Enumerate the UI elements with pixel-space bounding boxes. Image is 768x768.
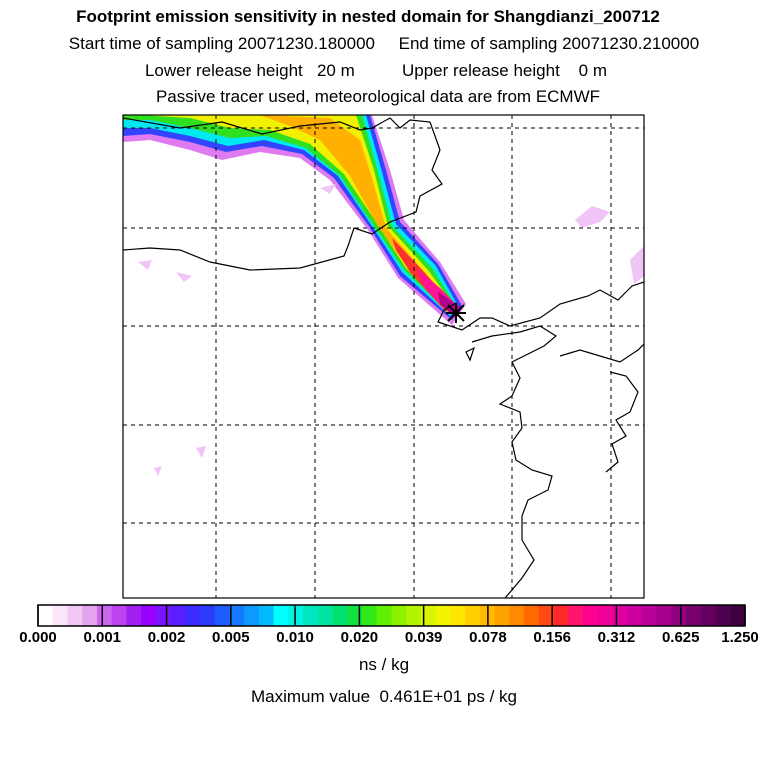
- colorbar-swatch: [509, 605, 525, 626]
- coastline: [437, 281, 644, 331]
- sensitivity-patch: [138, 260, 152, 270]
- colorbar-swatch: [406, 605, 422, 626]
- colorbar-swatch: [538, 605, 555, 626]
- coastline: [605, 371, 639, 473]
- colorbar-swatch: [258, 605, 275, 626]
- colorbar-swatch: [141, 605, 157, 626]
- tracer-info: Passive tracer used, meteorological data…: [155, 87, 601, 106]
- colorbar-frame: [37, 604, 746, 627]
- colorbar-swatch: [185, 605, 201, 626]
- colorbar-swatch: [597, 605, 613, 626]
- colorbar-tick-label: 0.005: [212, 629, 250, 646]
- colorbar-swatch: [288, 605, 304, 626]
- colorbar-swatch: [347, 605, 363, 626]
- colorbar-tick-label: 0.039: [404, 629, 443, 646]
- lat-lon-grid: [123, 115, 644, 598]
- colorbar-tick-label: 0.002: [147, 629, 186, 646]
- coastline: [471, 325, 558, 598]
- map-frame: [122, 114, 645, 599]
- colorbar-swatch: [641, 605, 658, 626]
- footprint-plume: [123, 115, 644, 476]
- colorbar-tick-label: 0.001: [83, 629, 122, 646]
- colorbar-swatch: [155, 605, 172, 626]
- coastline: [123, 117, 443, 271]
- plot-title: Footprint emission sensitivity in nested…: [76, 7, 660, 26]
- colorbar-swatch: [612, 605, 628, 626]
- colorbar-swatch: [376, 605, 392, 626]
- colorbar-swatch: [126, 605, 142, 626]
- colorbar-swatch: [730, 605, 746, 626]
- colorbar-tick-label: 0.020: [340, 629, 379, 646]
- colorbar-swatch: [671, 605, 687, 626]
- colorbar-swatch: [494, 605, 510, 626]
- sensitivity-patch: [630, 246, 644, 284]
- colorbar-swatch: [700, 605, 717, 626]
- sampling-times: Start time of sampling 20071230.180000 E…: [68, 34, 700, 53]
- colorbar-tick-label: 1.250: [721, 629, 759, 646]
- colorbar-swatch: [200, 605, 216, 626]
- colorbar-swatch: [391, 605, 407, 626]
- colorbar-tick-label: 0.078: [469, 629, 507, 646]
- sensitivity-patch: [176, 272, 192, 282]
- colorbar-swatch: [568, 605, 584, 626]
- colorbar-swatch: [420, 605, 437, 626]
- coastline: [559, 343, 644, 363]
- colorbar-swatch: [52, 605, 68, 626]
- colorbar-swatch: [362, 605, 378, 626]
- colorbar-swatch: [465, 605, 481, 626]
- colorbar-swatch: [244, 605, 260, 626]
- sensitivity-patch: [154, 466, 162, 476]
- colorbar-swatch: [435, 605, 451, 626]
- sensitivity-patch: [196, 446, 206, 458]
- colorbar: [37, 604, 746, 627]
- plume-layer-green: [123, 115, 456, 314]
- colorbar-tick-label: 0.312: [597, 629, 636, 646]
- colorbar-swatch: [582, 605, 599, 626]
- colorbar-swatch: [96, 605, 113, 626]
- receptor-star-icon: [446, 303, 466, 323]
- colorbar-swatch: [214, 605, 230, 626]
- colorbar-tick-label: 0.010: [276, 629, 314, 646]
- colorbar-swatch: [450, 605, 466, 626]
- colorbar-swatch: [317, 605, 334, 626]
- colorbar-swatch: [67, 605, 83, 626]
- colorbar-swatch: [524, 605, 540, 626]
- colorbar-tick-label: 0.156: [533, 629, 571, 646]
- colorbar-swatch: [273, 605, 289, 626]
- colorbar-swatch: [82, 605, 98, 626]
- colorbar-units: ns / kg: [358, 655, 410, 674]
- colorbar-swatch: [229, 605, 245, 626]
- colorbar-swatch: [686, 605, 702, 626]
- colorbar-tick-label: 0.625: [661, 629, 700, 646]
- colorbar-swatch: [170, 605, 186, 626]
- colorbar-swatch: [553, 605, 569, 626]
- release-heights: Lower release height 20 m Upper release …: [144, 61, 608, 80]
- colorbar-swatch: [38, 605, 54, 626]
- colorbar-swatch: [332, 605, 348, 626]
- coastlines: [123, 117, 644, 598]
- colorbar-swatch: [303, 605, 319, 626]
- maximum-value: Maximum value 0.461E+01 ps / kg: [251, 687, 517, 706]
- colorbar-swatch: [715, 605, 731, 626]
- colorbar-tick-label: 0.000: [19, 629, 57, 646]
- coastline: [465, 346, 476, 362]
- sensitivity-patch: [575, 206, 610, 228]
- colorbar-swatch: [111, 605, 127, 626]
- colorbar-swatch: [656, 605, 672, 626]
- colorbar-swatch: [627, 605, 643, 626]
- sensitivity-patch: [320, 184, 336, 194]
